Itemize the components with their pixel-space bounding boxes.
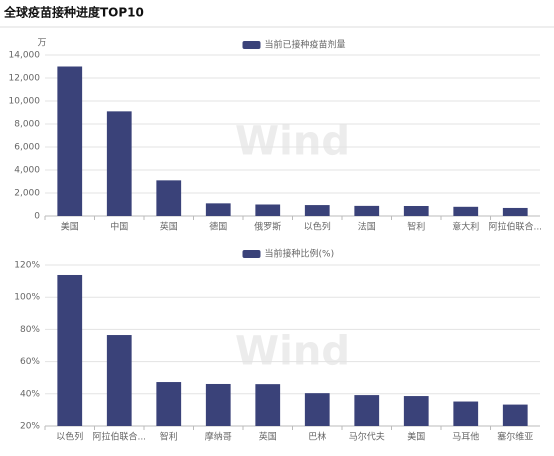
bar [106, 111, 132, 216]
y-tick-label: 120% [14, 261, 40, 271]
x-tick-label: 法国 [358, 221, 376, 233]
legend-label: 当前接种比例(%) [265, 248, 335, 260]
bar [453, 401, 479, 426]
bar [354, 395, 380, 426]
y-tick-label: 80% [20, 325, 40, 335]
watermark: Wind [235, 119, 350, 165]
x-tick-label: 德国 [209, 221, 227, 233]
bar [304, 393, 330, 426]
x-tick-label: 巴林 [308, 431, 326, 443]
x-tick-label: 中国 [110, 221, 128, 233]
bar [205, 383, 231, 426]
legend-label: 当前已接种疫苗剂量 [265, 39, 346, 51]
x-tick-label: 马耳他 [452, 431, 479, 443]
y-tick-label: 0 [34, 212, 40, 222]
x-tick-label: 意大利 [452, 221, 479, 233]
y-tick-label: 14,000 [9, 51, 41, 61]
x-tick-label: 以色列 [56, 431, 83, 443]
unit-label: 万 [37, 39, 46, 49]
x-tick-label: 以色列 [304, 221, 331, 233]
x-tick-label: 智利 [160, 431, 178, 443]
legend-swatch [242, 41, 261, 49]
y-tick-label: 60% [20, 357, 40, 367]
y-tick-label: 2,000 [14, 189, 40, 199]
x-tick-label: 美国 [407, 431, 425, 443]
x-tick-label: 英国 [160, 221, 178, 233]
bar [304, 205, 330, 216]
bar [156, 382, 182, 426]
y-tick-label: 8,000 [14, 120, 40, 130]
x-tick-label: 英国 [259, 431, 277, 443]
x-tick-label: 摩纳哥 [205, 431, 232, 443]
x-tick-label: 阿拉伯联合... [488, 221, 542, 233]
x-tick-label: 俄罗斯 [254, 221, 281, 233]
bar [57, 66, 83, 216]
bar [403, 205, 429, 216]
bar [502, 207, 528, 216]
y-tick-label: 6,000 [14, 143, 40, 153]
bar [205, 203, 231, 216]
x-tick-label: 智利 [407, 221, 425, 233]
y-tick-label: 4,000 [14, 166, 40, 176]
bar [106, 335, 132, 426]
x-tick-label: 马尔代夫 [349, 431, 385, 443]
y-tick-label: 100% [14, 293, 40, 303]
bar [57, 274, 83, 426]
bar [502, 404, 528, 426]
y-tick-label: 20% [20, 422, 40, 432]
y-tick-label: 12,000 [9, 74, 41, 84]
watermark: Wind [235, 329, 350, 375]
bar [255, 204, 281, 216]
x-tick-label: 阿拉伯联合... [92, 431, 146, 443]
bar [354, 205, 380, 216]
y-tick-label: 40% [20, 389, 40, 399]
y-tick-label: 10,000 [9, 97, 41, 107]
bar [156, 180, 182, 216]
bar [453, 206, 479, 216]
bar [403, 396, 429, 426]
legend-swatch [242, 250, 261, 258]
x-tick-label: 塞尔维亚 [497, 431, 533, 443]
page-title: 全球疫苗接种进度TOP10 [3, 5, 144, 20]
bar [255, 384, 281, 426]
x-tick-label: 美国 [61, 221, 79, 233]
